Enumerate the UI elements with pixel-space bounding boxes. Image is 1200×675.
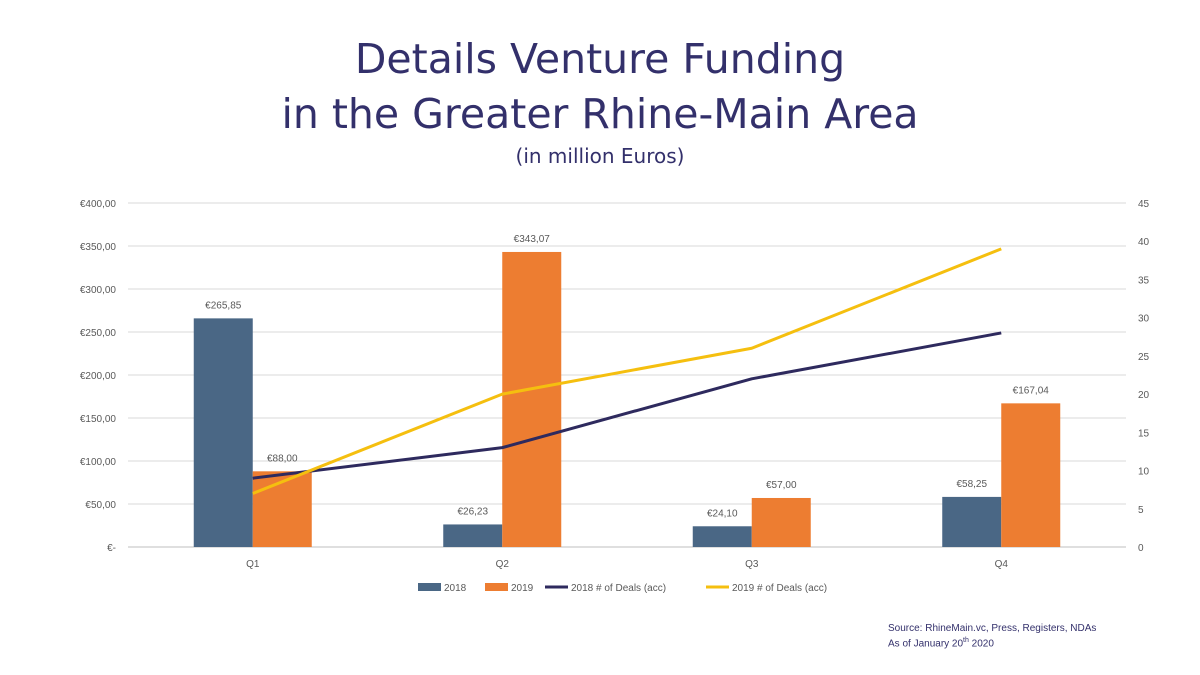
x-axis-label: Q4	[995, 559, 1009, 570]
as-of-note: As of January 20th 2020	[888, 637, 994, 649]
bar-2019-Q4	[1001, 403, 1061, 547]
source-note: Source: RhineMain.vc, Press, Registers, …	[888, 623, 1097, 634]
right-axis-tick-label: 0	[1138, 543, 1144, 554]
legend-swatch	[418, 583, 441, 591]
left-axis-tick-label: €200,00	[80, 371, 117, 382]
right-axis-tick-label: 35	[1138, 275, 1150, 286]
x-axis-label: Q1	[246, 559, 260, 570]
bar-data-label: €58,25	[956, 479, 987, 490]
title-line-2: in the Greater Rhine-Main Area	[281, 90, 919, 138]
bar-2019-Q3	[751, 497, 811, 547]
line-2018 # of Deals (acc)	[252, 331, 1002, 480]
right-axis-tick-label: 10	[1138, 467, 1150, 478]
subtitle: (in million Euros)	[515, 144, 685, 168]
bar-2019-Q1	[252, 471, 312, 547]
left-axis-ticks: €- €50,00 €100,00 €150,00 €200,00 €250,00 €300…	[80, 199, 117, 554]
left-axis-tick-label: €150,00	[80, 414, 117, 425]
right-axis-tick-label: 40	[1138, 237, 1150, 248]
bar-2018-Q2	[443, 524, 503, 547]
bar-data-label: €26,23	[457, 506, 488, 517]
legend-label: 2019 # of Deals (acc)	[732, 583, 827, 594]
as-of-prefix: As of January 20	[888, 638, 964, 650]
right-axis-tick-label: 45	[1138, 199, 1150, 210]
left-axis-tick-label: €350,00	[80, 242, 117, 253]
x-axis-label: Q3	[745, 559, 759, 570]
as-of-suffix: 2020	[968, 638, 994, 650]
right-axis-tick-label: 30	[1138, 314, 1150, 325]
legend-label: 2018 # of Deals (acc)	[571, 583, 666, 594]
right-axis-tick-label: 20	[1138, 390, 1150, 401]
bar-data-label: €57,00	[766, 480, 797, 491]
left-axis-tick-label: €-	[107, 543, 116, 554]
legend-label: 2018	[444, 583, 467, 594]
left-axis-tick-label: €250,00	[80, 328, 117, 339]
right-axis-tick-label: 25	[1138, 352, 1150, 363]
left-axis-tick-label: €400,00	[80, 199, 117, 210]
legend-swatch	[485, 583, 508, 591]
bar-data-label: €167,04	[1013, 385, 1050, 396]
left-axis-tick-label: €50,00	[85, 500, 116, 511]
bar-series	[193, 251, 1061, 548]
right-axis-ticks: 0 5 10 15 20 25 30 35 40 45	[1138, 199, 1150, 554]
bar-2018-Q3	[692, 526, 752, 547]
x-axis-labels: Q1 Q2 Q3 Q4	[246, 559, 1008, 570]
left-axis-tick-label: €300,00	[80, 285, 117, 296]
line-series	[252, 247, 1002, 495]
bar-2018-Q1	[193, 318, 253, 547]
title-line-1: Details Venture Funding	[354, 35, 846, 83]
bar-data-label: €265,85	[205, 300, 242, 311]
line-2019 # of Deals (acc)	[252, 247, 1002, 495]
bar-2018-Q4	[942, 496, 1002, 547]
x-axis-label: Q2	[496, 559, 510, 570]
right-axis-tick-label: 5	[1138, 505, 1144, 516]
right-axis-tick-label: 15	[1138, 428, 1150, 439]
bar-data-label: €88,00	[267, 453, 298, 464]
bar-data-labels: €265,85 €26,23 €24,10 €58,25 €88,00 €343,07 €5…	[205, 234, 1049, 519]
legend: 2018 2019 2018 # of Deals (acc) 2019 # of D…	[418, 583, 827, 594]
legend-label: 2019	[511, 583, 534, 594]
bar-data-label: €343,07	[514, 234, 551, 245]
bar-2019-Q2	[502, 251, 562, 548]
left-axis-tick-label: €100,00	[80, 457, 117, 468]
as-of-sup: th	[963, 637, 969, 644]
bar-data-label: €24,10	[707, 508, 738, 519]
